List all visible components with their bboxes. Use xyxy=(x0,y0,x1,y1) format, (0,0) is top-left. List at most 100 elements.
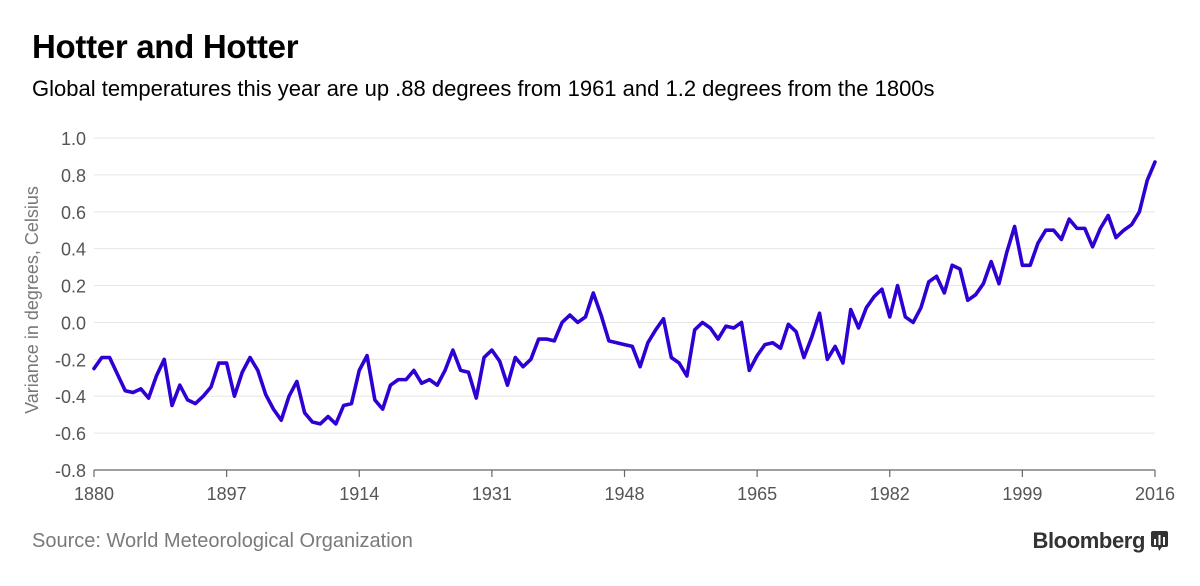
data-point xyxy=(303,411,306,414)
data-point xyxy=(1060,238,1063,241)
data-point xyxy=(756,354,759,357)
data-point xyxy=(116,372,119,375)
data-point xyxy=(428,378,431,381)
data-point xyxy=(412,369,415,372)
data-point xyxy=(397,378,400,381)
data-point xyxy=(295,380,298,383)
data-point xyxy=(927,280,930,283)
brand-name: Bloomberg xyxy=(1032,528,1145,553)
data-point xyxy=(1013,225,1016,228)
data-point xyxy=(607,339,610,342)
data-point xyxy=(982,282,985,285)
data-point xyxy=(248,356,251,359)
data-point xyxy=(615,341,618,344)
data-point xyxy=(436,384,439,387)
data-point xyxy=(256,369,259,372)
data-point xyxy=(654,328,657,331)
data-point xyxy=(381,408,384,411)
data-point xyxy=(170,404,173,407)
data-point xyxy=(467,371,470,374)
data-point xyxy=(264,393,267,396)
data-point xyxy=(1114,236,1117,239)
x-tick-label: 2016 xyxy=(1135,484,1175,504)
data-point xyxy=(553,339,556,342)
x-tick-label: 1931 xyxy=(472,484,512,504)
data-point xyxy=(1075,227,1078,230)
data-point xyxy=(888,315,891,318)
data-point xyxy=(1005,251,1008,254)
data-point xyxy=(631,345,634,348)
data-point xyxy=(233,395,236,398)
data-point xyxy=(514,356,517,359)
x-tick-label: 1982 xyxy=(870,484,910,504)
data-point xyxy=(217,361,220,364)
data-point xyxy=(592,291,595,294)
data-point xyxy=(795,330,798,333)
data-point xyxy=(670,356,673,359)
data-point xyxy=(498,360,501,363)
data-point xyxy=(763,343,766,346)
data-point xyxy=(623,343,626,346)
data-point xyxy=(912,321,915,324)
axes xyxy=(93,469,1156,477)
data-point xyxy=(358,369,361,372)
data-point xyxy=(709,326,712,329)
data-point xyxy=(849,308,852,311)
y-tick-label: 1.0 xyxy=(61,129,86,149)
data-point xyxy=(521,365,524,368)
data-point xyxy=(209,385,212,388)
data-point xyxy=(1052,229,1055,232)
data-point xyxy=(1099,227,1102,230)
data-point xyxy=(178,384,181,387)
data-point xyxy=(1036,242,1039,245)
data-point xyxy=(92,367,95,370)
y-tick-label: -0.6 xyxy=(55,424,86,444)
data-point xyxy=(1091,245,1094,248)
data-point xyxy=(147,396,150,399)
data-point xyxy=(935,275,938,278)
data-point xyxy=(155,374,158,377)
data-point xyxy=(365,354,368,357)
y-tick-label: -0.2 xyxy=(55,350,86,370)
data-point xyxy=(974,293,977,296)
data-point xyxy=(194,402,197,405)
data-point xyxy=(241,371,244,374)
data-point xyxy=(693,328,696,331)
y-tick-label: 0.0 xyxy=(61,313,86,333)
data-point xyxy=(506,384,509,387)
data-point xyxy=(373,398,376,401)
data-point xyxy=(834,345,837,348)
data-point xyxy=(451,349,454,352)
data-point xyxy=(443,369,446,372)
x-tick-label: 1965 xyxy=(737,484,777,504)
data-point xyxy=(576,321,579,324)
data-point xyxy=(818,312,821,315)
data-point xyxy=(1029,264,1032,267)
series-points xyxy=(92,160,1156,425)
series-line-temperature-anomaly xyxy=(92,160,1157,426)
data-point xyxy=(202,395,205,398)
data-point xyxy=(475,396,478,399)
data-point xyxy=(186,398,189,401)
data-point xyxy=(904,315,907,318)
data-point xyxy=(701,321,704,324)
data-point xyxy=(717,337,720,340)
source-note: Source: World Meteorological Organizatio… xyxy=(32,530,413,552)
data-point xyxy=(943,291,946,294)
data-point xyxy=(787,323,790,326)
data-point xyxy=(1130,223,1133,226)
data-point xyxy=(779,347,782,350)
data-point xyxy=(748,369,751,372)
data-point xyxy=(108,356,111,359)
data-point xyxy=(1146,179,1149,182)
data-point xyxy=(646,341,649,344)
data-point xyxy=(810,336,813,339)
data-point xyxy=(740,321,743,324)
data-point xyxy=(678,361,681,364)
data-point xyxy=(568,313,571,316)
data-point xyxy=(958,267,961,270)
y-tick-label: -0.4 xyxy=(55,387,86,407)
data-point xyxy=(342,404,345,407)
y-axis-label: Variance in degrees, Celsius xyxy=(22,186,42,414)
data-point xyxy=(100,356,103,359)
